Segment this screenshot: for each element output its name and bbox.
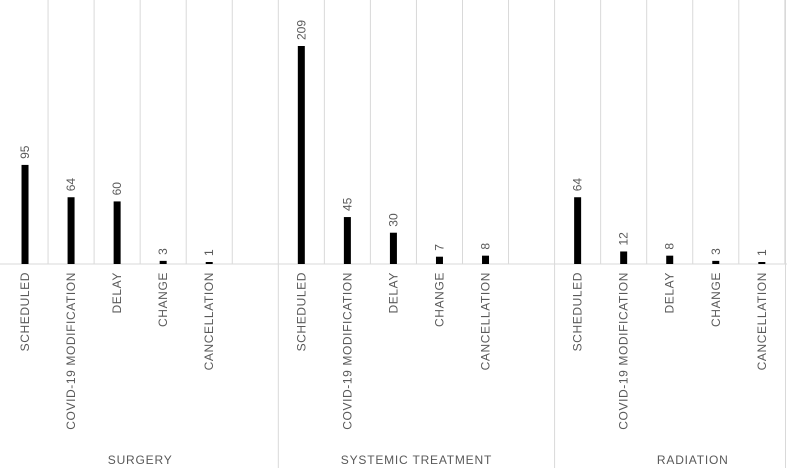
data-label: 3: [156, 248, 170, 255]
group-label: SURGERY: [108, 453, 173, 467]
category-tick-label: CANCELLATION: [755, 272, 769, 370]
category-tick-label: CANCELLATION: [202, 272, 216, 370]
category-labels: SCHEDULED COVID-19 MODIFICATION DELAY CHANG…: [18, 272, 769, 430]
data-label: 209: [294, 20, 308, 40]
data-label: 3: [709, 248, 723, 255]
bar-radiation-delay: [666, 255, 674, 264]
bar-systemic-treatment-scheduled: [297, 46, 305, 264]
bar-radiation-cancellation: [758, 262, 766, 264]
data-label: 12: [617, 232, 631, 246]
category-tick-label: CHANGE: [156, 272, 170, 327]
data-label: 7: [432, 244, 446, 251]
bar-systemic-treatment-cancellation: [482, 255, 490, 264]
data-label: 1: [755, 249, 769, 256]
group-label: SYSTEMIC TREATMENT: [341, 453, 492, 467]
bar-radiation-change: [712, 260, 720, 264]
group-labels: SURGERY SYSTEMIC TREATMENT RADIATION: [108, 453, 729, 467]
value-labels: 95 64 60 3 1 209 45 30 7 8 64 12 8 3 1: [18, 20, 769, 256]
bar-systemic-treatment-delay: [389, 232, 397, 264]
category-tick-label: DELAY: [663, 272, 677, 313]
category-tick-label: SCHEDULED: [571, 272, 585, 351]
category-tick-label: COVID-19 MODIFICATION: [617, 272, 631, 430]
bar-surgery-scheduled: [21, 164, 29, 264]
category-tick-label: COVID-19 MODIFICATION: [340, 272, 354, 430]
bar-radiation-scheduled: [574, 197, 582, 264]
data-label: 8: [663, 243, 677, 250]
data-label: 8: [479, 243, 493, 250]
category-tick-label: SCHEDULED: [294, 272, 308, 351]
data-label: 45: [340, 197, 354, 211]
category-tick-label: COVID-19 MODIFICATION: [64, 272, 78, 430]
bar-systemic-treatment-change: [435, 256, 443, 264]
bars: [21, 46, 766, 264]
bar-radiation-covid-19-modification: [620, 251, 628, 264]
bar-surgery-delay: [113, 201, 121, 264]
category-tick-label: CHANGE: [432, 272, 446, 327]
category-tick-label: CANCELLATION: [479, 272, 493, 370]
data-label: 64: [571, 178, 585, 192]
data-label: 30: [386, 213, 400, 227]
data-label: 95: [18, 145, 32, 159]
group-label: RADIATION: [657, 453, 729, 467]
data-label: 64: [64, 178, 78, 192]
category-tick-label: SCHEDULED: [18, 272, 32, 351]
category-tick-label: DELAY: [386, 272, 400, 313]
bar-surgery-change: [159, 260, 167, 264]
data-label: 1: [202, 249, 216, 256]
category-tick-label: DELAY: [110, 272, 124, 313]
bar-surgery-covid-19-modification: [67, 197, 75, 264]
category-tick-label: CHANGE: [709, 272, 723, 327]
bar-systemic-treatment-covid-19-modification: [343, 217, 351, 264]
bar-surgery-cancellation: [205, 262, 213, 264]
data-label: 60: [110, 182, 124, 196]
